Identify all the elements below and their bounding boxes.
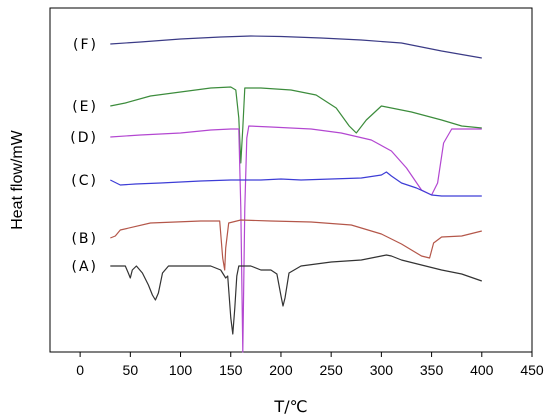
x-tick-label: 350 [420,362,444,378]
x-axis-label: T/℃ [273,397,307,416]
series-label-b: (B) [71,231,98,247]
series-line-a [110,254,482,335]
series-line-b [110,219,482,271]
x-tick-label: 450 [520,362,544,378]
series-label-d: (D) [70,130,98,146]
series-label-c: (C) [71,173,98,189]
series-label-f: (F) [73,37,98,53]
series-line-e [110,86,482,164]
series-line-f [110,35,482,59]
series-line-d [110,125,482,353]
x-tick-label: 150 [219,362,243,378]
plot-frame [49,7,533,353]
series-label-e: (E) [72,99,98,115]
x-tick-label: 100 [169,362,193,378]
x-tick-label: 0 [76,362,84,378]
y-axis-label: Heat flow/mW [9,129,26,229]
x-tick-label: 400 [470,362,494,378]
x-tick-label: 50 [123,362,139,378]
series-line-c [110,171,482,197]
x-tick-label: 200 [269,362,293,378]
x-tick-label: 250 [319,362,343,378]
series-label-a: (A) [71,259,98,275]
x-tick-label: 300 [370,362,394,378]
